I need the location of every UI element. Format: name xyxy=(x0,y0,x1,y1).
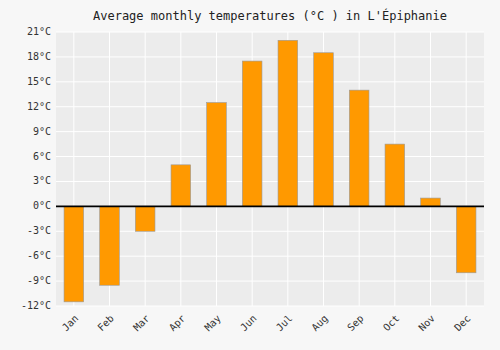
y-grid-line xyxy=(56,32,484,33)
y-tick-label: 3°C xyxy=(33,175,51,186)
bar xyxy=(242,61,262,206)
y-tick-label: 0°C xyxy=(33,200,51,211)
x-tick-label: Jan xyxy=(60,313,81,334)
x-tick-label: Aug xyxy=(309,313,330,334)
y-grid-line xyxy=(56,206,484,207)
x-tick-label: Feb xyxy=(95,313,116,334)
x-tick-label: May xyxy=(202,313,223,334)
grid xyxy=(56,32,484,306)
y-tick-label: 15°C xyxy=(27,76,51,87)
x-tick-label: Mar xyxy=(131,313,152,334)
x-tick-label: Apr xyxy=(167,313,188,334)
y-grid-line xyxy=(56,281,484,282)
chart-title: Average monthly temperatures (°C ) in L'… xyxy=(93,8,447,23)
y-grid-line xyxy=(56,256,484,257)
y-grid-line xyxy=(56,131,484,132)
bar xyxy=(64,206,84,301)
x-tick-label: Jun xyxy=(238,313,259,334)
y-tick-label: 12°C xyxy=(27,101,51,112)
bar xyxy=(207,103,227,207)
y-grid-line xyxy=(56,106,484,107)
y-tick-label: 9°C xyxy=(33,126,51,137)
bar xyxy=(349,90,369,206)
y-tick-label: -12°C xyxy=(21,300,51,311)
x-tick-label: Oct xyxy=(381,313,402,334)
x-grid-line xyxy=(430,32,431,306)
bar xyxy=(278,40,298,206)
y-grid-line xyxy=(56,306,484,307)
y-grid-line xyxy=(56,56,484,57)
x-grid-line xyxy=(145,32,146,306)
y-grid-line xyxy=(56,231,484,232)
y-grid-line xyxy=(56,181,484,182)
zero-line xyxy=(56,205,484,207)
bar xyxy=(456,206,476,272)
y-tick-label: 18°C xyxy=(27,51,51,62)
plot-background xyxy=(56,32,484,306)
y-tick-label: 21°C xyxy=(27,26,51,37)
y-tick-label: 6°C xyxy=(33,151,51,162)
bar xyxy=(100,206,120,285)
bar xyxy=(421,198,441,206)
bar xyxy=(385,144,405,206)
x-tick-label: Jul xyxy=(274,313,295,334)
y-tick-label: -9°C xyxy=(27,275,51,286)
bar xyxy=(314,53,334,207)
x-tick-label: Nov xyxy=(416,313,437,334)
y-grid-line xyxy=(56,81,484,82)
x-tick-label: Sep xyxy=(345,313,366,334)
bars xyxy=(56,40,484,302)
chart-svg: -12°C -9°C -6°C -3°C 0°C 3°C 6°C 9°C 12°C 15°C 18°… xyxy=(0,0,500,350)
bar xyxy=(171,165,191,207)
bar xyxy=(135,206,155,231)
y-tick-label: -6°C xyxy=(27,250,51,261)
y-tick-label: -3°C xyxy=(27,225,51,236)
chart-container: -12°C -9°C -6°C -3°C 0°C 3°C 6°C 9°C 12°C 15°C 18°… xyxy=(0,0,500,350)
y-grid-line xyxy=(56,156,484,157)
x-tick-label: Dec xyxy=(452,313,473,334)
